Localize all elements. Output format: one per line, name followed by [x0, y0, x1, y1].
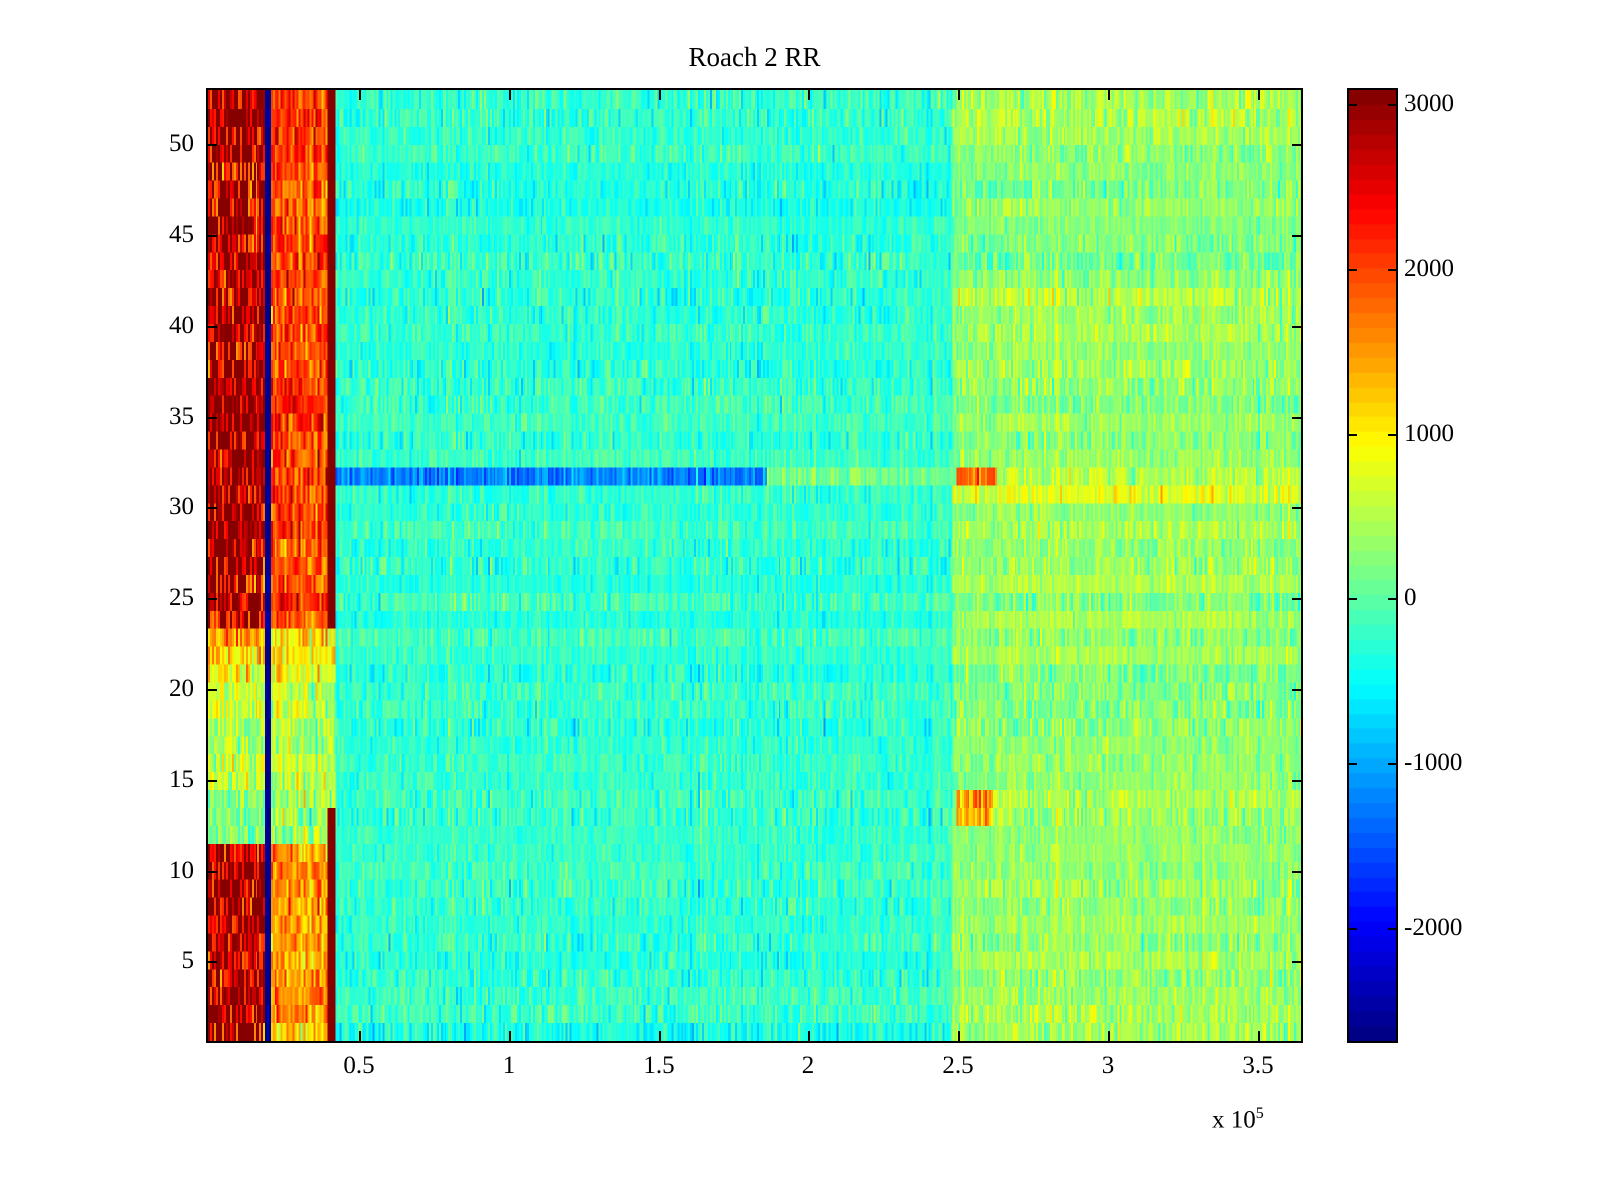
y-tick-mark: [206, 871, 217, 873]
y-tick-mark-right: [1292, 144, 1303, 146]
colorbar-tick-mark: [1347, 269, 1357, 271]
y-tick-label: 20: [169, 675, 194, 702]
colorbar-tick-mark: [1347, 598, 1357, 600]
x-tick-label: 2: [801, 1052, 815, 1079]
y-tick-mark-right: [1292, 417, 1303, 419]
y-tick-mark: [206, 144, 217, 146]
x-tick-mark-top: [659, 88, 661, 100]
y-tick-label: 35: [169, 403, 194, 430]
x-tick-label: 1: [502, 1052, 516, 1079]
x-tick-mark-top: [1108, 88, 1110, 100]
colorbar-tick-mark: [1347, 763, 1357, 765]
colorbar-tick-label: 2000: [1404, 255, 1454, 282]
x-tick-mark: [958, 1031, 960, 1043]
y-tick-mark: [206, 961, 217, 963]
x-tick-label: 3.5: [1242, 1052, 1274, 1079]
colorbar-tick-mark-right: [1388, 434, 1398, 436]
y-tick-label: 30: [169, 493, 194, 520]
colorbar-tick-mark-right: [1388, 269, 1398, 271]
x-tick-mark-top: [509, 88, 511, 100]
x-tick-mark-top: [808, 88, 810, 100]
colorbar-tick-mark-right: [1388, 104, 1398, 106]
colorbar-tick-mark: [1347, 928, 1357, 930]
x-axis-exponent-label: x 105: [1212, 1100, 1264, 1134]
colorbar-tick-label: -2000: [1404, 914, 1463, 941]
y-tick-label: 15: [169, 766, 194, 793]
x-tick-mark: [808, 1031, 810, 1043]
colorbar-tick-label: -1000: [1404, 749, 1463, 776]
y-tick-label: 10: [169, 857, 194, 884]
y-tick-label: 25: [169, 584, 194, 611]
y-tick-mark-right: [1292, 507, 1303, 509]
y-tick-mark-right: [1292, 871, 1303, 873]
x-exponent-power: 5: [1255, 1105, 1264, 1122]
x-tick-mark: [359, 1031, 361, 1043]
y-tick-mark: [206, 417, 217, 419]
colorbar-gradient: [1349, 90, 1396, 1041]
x-tick-mark: [659, 1031, 661, 1043]
x-tick-mark: [509, 1031, 511, 1043]
colorbar-tick-mark-right: [1388, 928, 1398, 930]
x-tick-label: 2.5: [942, 1052, 974, 1079]
y-tick-mark-right: [1292, 235, 1303, 237]
y-tick-label: 45: [169, 221, 194, 248]
y-tick-mark-right: [1292, 326, 1303, 328]
x-tick-mark: [1108, 1031, 1110, 1043]
y-tick-label: 5: [181, 947, 195, 974]
colorbar-tick-mark: [1347, 104, 1357, 106]
y-tick-mark: [206, 780, 217, 782]
y-tick-mark-right: [1292, 689, 1303, 691]
y-tick-mark: [206, 507, 217, 509]
x-exponent-mantissa: x 10: [1212, 1106, 1256, 1134]
x-tick-mark: [1258, 1031, 1260, 1043]
heatmap-axes[interactable]: [206, 88, 1303, 1043]
y-tick-mark: [206, 326, 217, 328]
x-tick-label: 1.5: [643, 1052, 675, 1079]
colorbar-tick-mark: [1347, 434, 1357, 436]
colorbar-tick-mark-right: [1388, 598, 1398, 600]
y-tick-label: 50: [169, 130, 194, 157]
colorbar-tick-label: 1000: [1404, 420, 1454, 447]
y-tick-mark: [206, 235, 217, 237]
x-tick-mark-top: [1258, 88, 1260, 100]
y-tick-mark: [206, 689, 217, 691]
x-tick-label: 0.5: [343, 1052, 375, 1079]
x-tick-mark-top: [359, 88, 361, 100]
x-tick-mark-top: [958, 88, 960, 100]
x-tick-label: 3: [1101, 1052, 1115, 1079]
heatmap-image: [208, 90, 1301, 1041]
colorbar-tick-mark-right: [1388, 763, 1398, 765]
page-title: Roach 2 RR: [688, 42, 821, 72]
colorbar[interactable]: [1347, 88, 1398, 1043]
y-tick-mark-right: [1292, 961, 1303, 963]
y-tick-mark-right: [1292, 780, 1303, 782]
y-tick-label: 40: [169, 312, 194, 339]
y-tick-mark: [206, 598, 217, 600]
colorbar-tick-label: 0: [1404, 584, 1417, 611]
y-tick-mark-right: [1292, 598, 1303, 600]
colorbar-tick-label: 3000: [1404, 90, 1454, 117]
